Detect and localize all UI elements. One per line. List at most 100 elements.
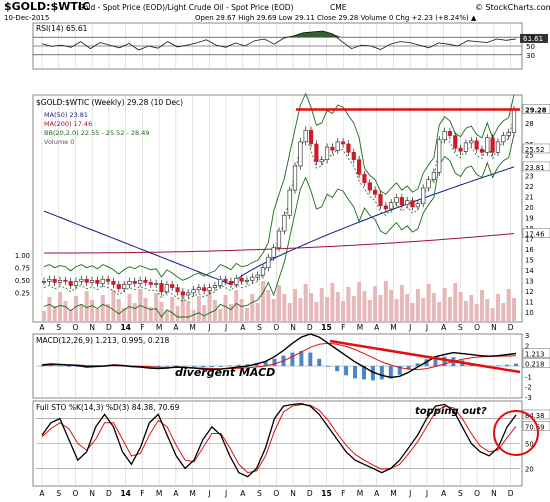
sto-x-tick-label: O <box>73 489 79 498</box>
candle-body <box>357 159 362 175</box>
candle-body <box>298 141 303 167</box>
sto-d-line <box>41 403 517 474</box>
candle-body <box>100 278 105 284</box>
candle-body <box>207 287 212 292</box>
rsi-y-tick-label: 50 <box>526 43 535 51</box>
volume-bar <box>383 281 388 321</box>
price-x-tick-label: O <box>73 323 79 332</box>
price-y-tick-box <box>522 143 550 154</box>
price-x-tick-label: M <box>189 323 195 332</box>
price-layer <box>41 92 520 321</box>
candle-body <box>303 130 308 143</box>
candle-body <box>127 281 132 285</box>
candle-body <box>463 142 469 152</box>
sto-annotation: topping out? <box>415 406 487 417</box>
rsi-title: RSI(14) 65.61 <box>36 24 88 33</box>
sto-x-tick-label: M <box>156 489 162 498</box>
candle-body <box>453 135 458 149</box>
volume-bar <box>431 293 436 321</box>
volume-bar <box>453 283 458 321</box>
ma50-line <box>43 166 515 286</box>
volume-bar <box>255 303 260 321</box>
sto-x-tick-label: D <box>307 489 313 498</box>
candle-body <box>501 135 506 143</box>
chart-description: Gold - Spot Price (EOD)/Light Crude Oil … <box>78 3 294 12</box>
price-x-tick-label: N <box>491 323 497 332</box>
sto-y-tick-label: 70.69 <box>525 423 544 431</box>
candle-body <box>180 291 185 296</box>
sto-x-tick-label: F <box>140 489 144 498</box>
price-y-tick-label: 21 <box>525 193 534 201</box>
macd-histogram-bar <box>290 352 295 366</box>
macd-histogram-bar <box>406 366 411 370</box>
volume-bar <box>143 298 148 321</box>
price-x-tick-label: J <box>224 323 227 332</box>
candle-body <box>132 281 137 284</box>
price-legend-bb: BB(20,2.0) 22.55 - 25.52 - 28.49 <box>44 129 150 137</box>
candle-body <box>250 276 255 281</box>
candle-body <box>239 277 244 282</box>
price-x-tick-label: A <box>39 323 45 332</box>
candle-body <box>47 278 52 282</box>
price-x-tick-label: F <box>341 323 345 332</box>
candle-body <box>196 287 201 291</box>
macd-y-tick-label: -3 <box>525 394 532 402</box>
volume-bar <box>357 282 362 321</box>
volume-bar <box>122 308 127 321</box>
candle-body <box>164 284 169 293</box>
volume-bar <box>325 297 330 321</box>
volume-y-tick-label: 0.75 <box>15 265 30 273</box>
sto-x-tick-label: S <box>56 489 61 498</box>
price-x-tick-label: J <box>408 323 411 332</box>
volume-bar <box>266 290 271 321</box>
macd-annotation: divergent MACD <box>175 366 275 379</box>
price-x-tick-label: O <box>474 323 480 332</box>
volume-bar <box>154 293 159 321</box>
sto-x-tick-label: A <box>39 489 45 498</box>
macd-histogram-bar <box>272 358 277 366</box>
price-x-tick-label: F <box>140 323 144 332</box>
price-x-tick-label: D <box>307 323 313 332</box>
volume-bar <box>42 311 46 321</box>
price-x-tick-label: M <box>390 323 396 332</box>
price-y-tick-label: 29.28 <box>525 107 547 115</box>
candle-body <box>421 187 426 205</box>
candle-body <box>319 159 324 163</box>
macd-histogram-bar <box>335 366 340 372</box>
price-x-tick-label: S <box>458 323 463 332</box>
candle-body <box>410 200 415 208</box>
candle-body <box>389 202 394 210</box>
sto-x-tick-label: S <box>458 489 463 498</box>
sto-x-tick-label: J <box>408 489 411 498</box>
candle-body <box>330 146 335 151</box>
candle-body <box>485 137 490 153</box>
macd-histogram-bar <box>397 366 402 375</box>
candle-body <box>79 278 84 282</box>
rsi-badge-label: 65.61 <box>523 35 543 43</box>
candle-body <box>159 283 164 293</box>
macd-histogram-bar <box>75 366 80 367</box>
candle-body <box>490 137 495 153</box>
volume-bar <box>148 307 153 321</box>
candle-body <box>84 278 89 283</box>
macd-histogram-bar <box>40 365 44 367</box>
sto-x-tick-label: N <box>89 489 95 498</box>
rsi-badge <box>520 33 548 43</box>
macd-y-tick-box <box>522 358 550 368</box>
macd-histogram-bar <box>57 365 62 367</box>
price-y-tick-label: 13 <box>525 277 534 285</box>
price-legend-ma200: MA(200) 17.46 <box>44 120 92 128</box>
candle-body <box>335 141 340 151</box>
volume-bar <box>106 304 111 321</box>
macd-histogram-bar <box>209 366 214 368</box>
candle-body <box>223 278 228 282</box>
macd-histogram-bar <box>415 363 420 366</box>
price-x-tick-label: N <box>290 323 296 332</box>
candle-body <box>340 141 346 145</box>
price-y-tick-box <box>522 228 550 238</box>
sto-x-tick-label: D <box>508 489 514 498</box>
bollinger-lower <box>43 134 515 318</box>
candle-body <box>191 289 196 294</box>
candle-body <box>405 200 410 206</box>
sto-x-tick-label: O <box>474 489 480 498</box>
